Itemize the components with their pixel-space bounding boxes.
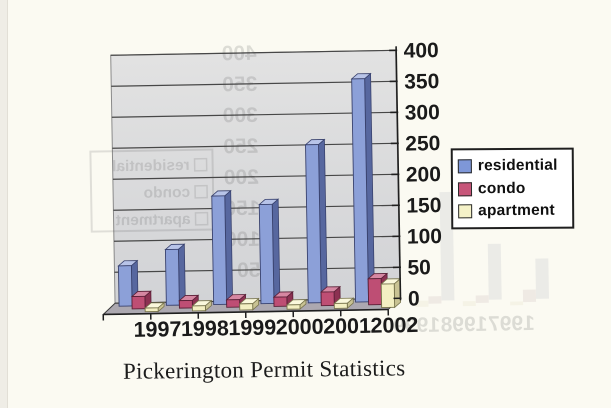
svg-text:1997: 1997 — [133, 317, 181, 342]
svg-text:300: 300 — [405, 101, 440, 125]
legend-item-apartment: apartment — [458, 202, 567, 221]
svg-text:150: 150 — [224, 197, 259, 221]
svg-text:400: 400 — [221, 42, 256, 66]
chart-caption: Pickerington Permit Statistics — [122, 355, 406, 384]
apartment-swatch-icon — [458, 204, 473, 219]
svg-text:200: 200 — [224, 166, 259, 190]
svg-text:150: 150 — [406, 194, 441, 218]
svg-text:1999: 1999 — [393, 314, 440, 338]
svg-text:1998: 1998 — [181, 316, 229, 341]
svg-text:350: 350 — [404, 70, 439, 94]
svg-text:residential: residential — [112, 157, 190, 175]
svg-text:400: 400 — [403, 39, 438, 63]
chart-legend: residential condo apartment — [450, 147, 575, 230]
legend-label-condo: condo — [477, 179, 526, 197]
svg-text:2001: 2001 — [323, 314, 371, 339]
condo-swatch-icon — [457, 181, 473, 196]
svg-text:350: 350 — [222, 73, 257, 97]
svg-text:1999: 1999 — [228, 315, 276, 340]
svg-text:apartment: apartment — [116, 211, 191, 229]
svg-text:1998: 1998 — [440, 313, 487, 337]
svg-text:50: 50 — [237, 259, 261, 282]
scan-left-edge — [0, 0, 8, 408]
residential-swatch-icon — [457, 159, 472, 174]
legend-item-condo: condo — [457, 179, 567, 198]
svg-text:condo: condo — [143, 184, 190, 202]
svg-text:2002: 2002 — [370, 313, 418, 338]
svg-text:300: 300 — [223, 104, 258, 128]
svg-text:2000: 2000 — [276, 315, 324, 340]
svg-text:100: 100 — [225, 228, 260, 252]
legend-item-residential: residential — [457, 156, 567, 175]
svg-text:250: 250 — [223, 135, 258, 159]
svg-text:100: 100 — [407, 225, 442, 249]
svg-text:50: 50 — [407, 256, 431, 279]
svg-text:0: 0 — [408, 287, 420, 310]
legend-label-residential: residential — [477, 156, 558, 174]
svg-text:1997: 1997 — [488, 312, 535, 336]
svg-text:250: 250 — [405, 132, 440, 156]
svg-text:200: 200 — [406, 163, 441, 187]
legend-label-apartment: apartment — [478, 201, 555, 220]
